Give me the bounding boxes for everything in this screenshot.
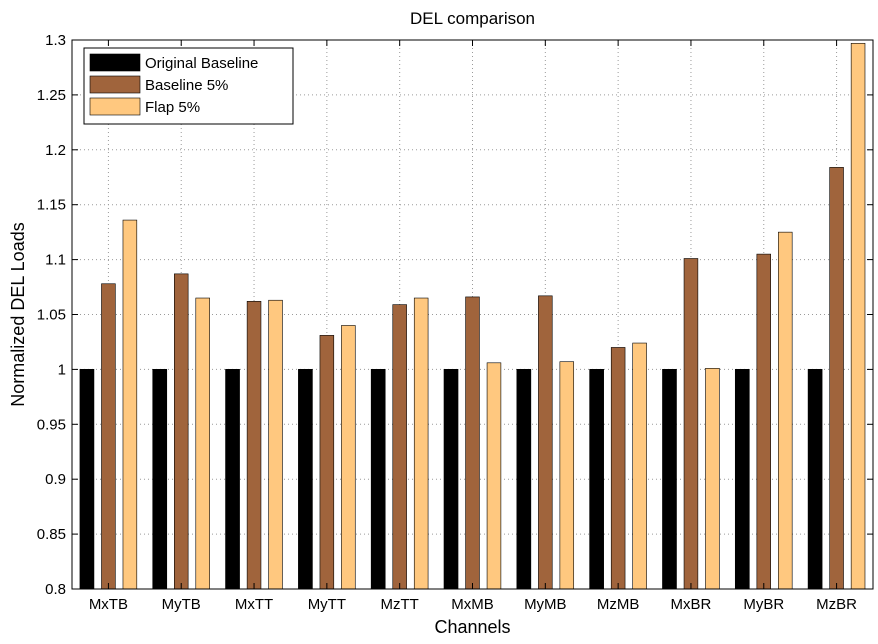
- x-tick-label: MyMB: [524, 596, 567, 613]
- legend-label: Baseline 5%: [145, 77, 228, 94]
- original-baseline-bar: [734, 368, 750, 590]
- original-baseline-bar: [443, 368, 459, 590]
- x-tick-label: MzTT: [381, 596, 419, 613]
- baseline-5-bar: [174, 273, 189, 590]
- flap-5-bar: [632, 342, 647, 590]
- original-baseline-bar: [370, 368, 386, 590]
- x-axis-title: Channels: [434, 617, 510, 637]
- original-baseline-bar: [79, 368, 95, 590]
- bars: [79, 42, 866, 590]
- y-tick-label: 1.15: [37, 197, 66, 214]
- original-baseline-bar: [516, 368, 532, 590]
- baseline-5-bar: [319, 335, 335, 590]
- flap-5-bar: [413, 297, 429, 590]
- x-tick-label: MxBR: [671, 596, 712, 613]
- y-tick-label: 1.1: [45, 252, 66, 269]
- x-tick-label: MzMB: [597, 596, 640, 613]
- baseline-5-bar: [610, 347, 626, 590]
- flap-5-bar: [122, 219, 138, 590]
- flap-5-bar: [268, 299, 283, 590]
- flap-5-bar: [850, 42, 866, 590]
- original-baseline-bar: [807, 368, 823, 590]
- legend-swatch: [89, 97, 141, 116]
- original-baseline-bar: [589, 368, 604, 590]
- baseline-5-bar: [538, 295, 553, 590]
- original-baseline-bar: [152, 368, 168, 590]
- legend-label: Original Baseline: [145, 55, 258, 72]
- flap-5-bar: [705, 368, 720, 590]
- x-tick-label: MxMB: [451, 596, 494, 613]
- flap-5-bar: [341, 325, 356, 590]
- original-baseline-bar: [298, 368, 313, 590]
- axes: 0.8 0.85 0.9 0.95 1 1.05 1.1 1.15 1.2 1.25 1.3 MxTB…: [37, 32, 873, 613]
- flap-5-bar: [195, 297, 210, 590]
- x-tick-label: MxTT: [235, 596, 273, 613]
- y-tick-label: 0.9: [45, 471, 66, 488]
- x-tick-label: MyTB: [162, 596, 201, 613]
- baseline-5-bar: [756, 253, 771, 590]
- legend-label: Flap 5%: [145, 99, 200, 116]
- y-tick-label: 0.8: [45, 581, 66, 598]
- baseline-5-bar: [392, 304, 407, 590]
- flap-5-bar: [559, 361, 575, 590]
- legend-swatch: [89, 53, 141, 72]
- original-baseline-bar: [225, 368, 240, 590]
- x-tick-label: MyTT: [308, 596, 346, 613]
- baseline-5-bar: [683, 258, 699, 590]
- x-tick-label: MzBR: [816, 596, 857, 613]
- flap-5-bar: [778, 231, 793, 590]
- y-tick-label: 1: [58, 361, 66, 378]
- y-tick-label: 0.95: [37, 416, 66, 433]
- legend-swatch: [89, 75, 141, 94]
- chart-title: DEL comparison: [410, 9, 535, 28]
- x-tick-label: MxTB: [89, 596, 128, 613]
- original-baseline-bar: [662, 368, 677, 590]
- y-tick-label: 1.2: [45, 142, 66, 159]
- y-axis-title: Normalized DEL Loads: [8, 222, 28, 406]
- y-tick-label: 1.25: [37, 87, 66, 104]
- baseline-5-bar: [829, 167, 844, 590]
- x-tick-label: MyBR: [743, 596, 784, 613]
- legend: Original Baseline Baseline 5% Flap 5%: [83, 47, 294, 125]
- baseline-5-bar: [465, 296, 480, 590]
- baseline-5-bar: [246, 301, 262, 590]
- y-tick-label: 1.05: [37, 307, 66, 324]
- baseline-5-bar: [101, 283, 116, 590]
- y-tick-label: 0.85: [37, 526, 66, 543]
- flap-5-bar: [486, 362, 502, 590]
- y-tick-label: 1.3: [45, 32, 66, 49]
